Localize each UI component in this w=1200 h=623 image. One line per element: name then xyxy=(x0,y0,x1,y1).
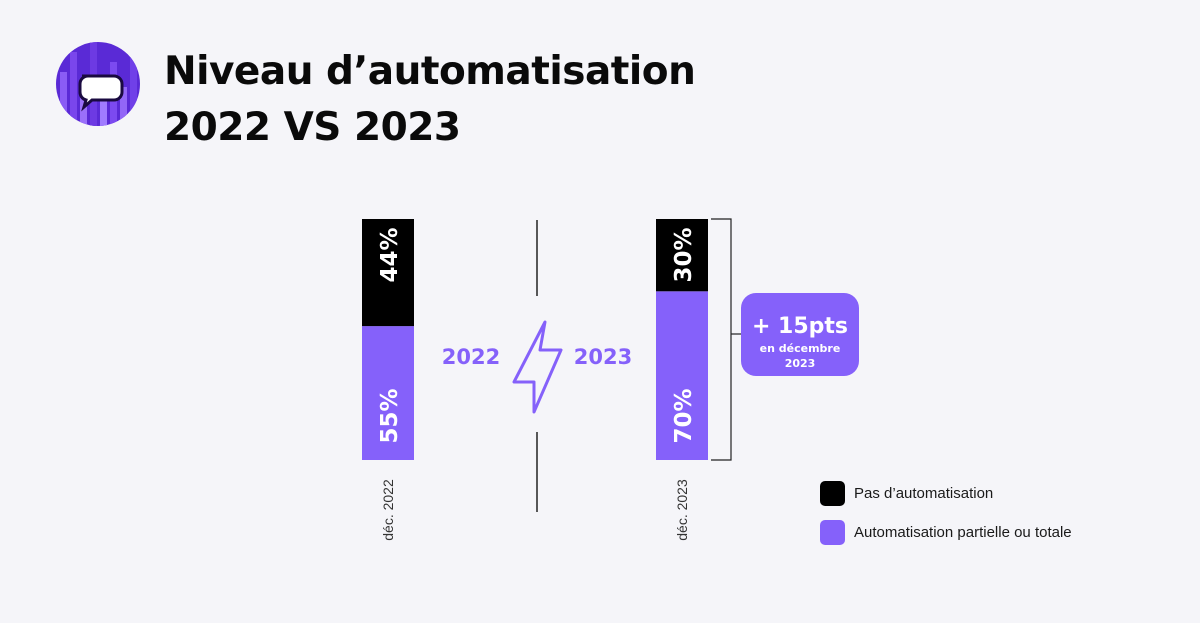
year-label-2023: 2023 xyxy=(574,345,632,369)
bar-segment-none-1 xyxy=(362,219,414,327)
bar-segment-partial-1 xyxy=(362,326,414,460)
bar-label-partial-1: 55% xyxy=(377,388,403,443)
annotation-line-2: en décembre xyxy=(760,342,841,355)
lightning-icon xyxy=(512,320,563,414)
bar-segment-none-2 xyxy=(656,219,708,292)
annotation-line-3: 2023 xyxy=(785,357,816,370)
title-line-2: 2022 VS 2023 xyxy=(164,105,461,150)
bar-label-partial-2: 70% xyxy=(671,388,697,443)
legend-item-none: Pas d’automatisation xyxy=(820,480,1072,506)
bracket-2023 xyxy=(711,218,732,461)
bar-label-none-2: 30% xyxy=(671,227,697,282)
bar-segment-partial-2 xyxy=(656,291,708,460)
chat-bubble-logo-icon xyxy=(56,42,140,126)
page-title: Niveau d’automatisation 2022 VS 2023 xyxy=(164,44,696,156)
legend-swatch-partial xyxy=(820,519,845,545)
category-label-2: déc. 2023 xyxy=(674,479,690,541)
bar-label-none-1: 44% xyxy=(377,227,403,282)
legend-label-partial: Automatisation partielle ou totale xyxy=(854,523,1072,541)
annotation-box xyxy=(741,293,859,376)
category-label-1: déc. 2022 xyxy=(380,479,396,541)
title-line-1: Niveau d’automatisation xyxy=(164,49,696,94)
legend-item-partial: Automatisation partielle ou totale xyxy=(820,519,1072,545)
legend-label-none: Pas d’automatisation xyxy=(854,484,994,502)
legend-swatch-none xyxy=(820,480,845,506)
chart-legend: Pas d’automatisation Automatisation part… xyxy=(820,480,1072,558)
annotation-value: + 15pts xyxy=(752,314,848,339)
year-label-2022: 2022 xyxy=(442,345,500,369)
